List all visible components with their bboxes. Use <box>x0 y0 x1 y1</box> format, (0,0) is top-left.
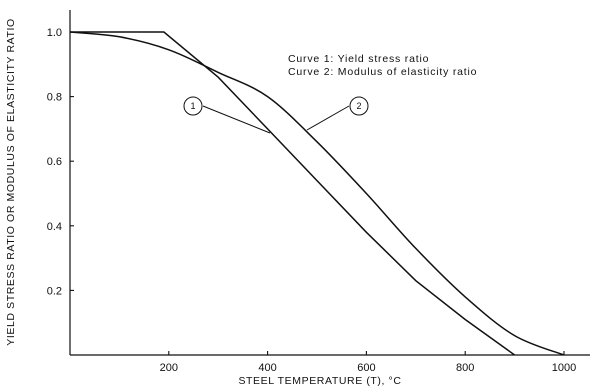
x-tick-label: 1000 <box>552 362 576 374</box>
ticks: 200 400 600 800 1000 0.2 0.4 0.6 0.8 1.0 <box>47 27 577 374</box>
series-line-curve-2 <box>70 31 516 356</box>
y-tick-label: 0.2 <box>47 285 62 297</box>
axes <box>69 10 590 356</box>
marker-2-label: 2 <box>356 101 361 111</box>
annotation-curve-1: Curve 1: Yield stress ratio <box>288 53 429 65</box>
marker-1-leader <box>202 105 271 134</box>
marker-1-label: 1 <box>190 101 195 111</box>
y-tick-label: 0.8 <box>47 92 62 104</box>
curve-markers: 1 2 <box>183 96 369 134</box>
y-axis-title: YIELD STRESS RATIO OR MODULUS OF ELASTIC… <box>5 18 17 346</box>
y-tick-label: 1.0 <box>47 27 62 39</box>
x-tick-label: 400 <box>258 362 276 374</box>
series-line-curve-1 <box>69 31 565 356</box>
annotation-curve-2: Curve 2: Modulus of elasticity ratio <box>288 66 477 78</box>
marker-2-circle <box>349 96 369 116</box>
x-tick-label: 600 <box>357 362 375 374</box>
x-axis-title: STEEL TEMPERATURE (T), °C <box>238 375 401 387</box>
x-tick-label: 200 <box>160 362 178 374</box>
marker-1-circle <box>183 96 203 116</box>
marker-2-leader <box>306 105 350 131</box>
y-tick-label: 0.4 <box>47 221 62 233</box>
y-tick-label: 0.6 <box>47 156 62 168</box>
x-tick-label: 800 <box>456 362 474 374</box>
curves <box>69 31 565 356</box>
